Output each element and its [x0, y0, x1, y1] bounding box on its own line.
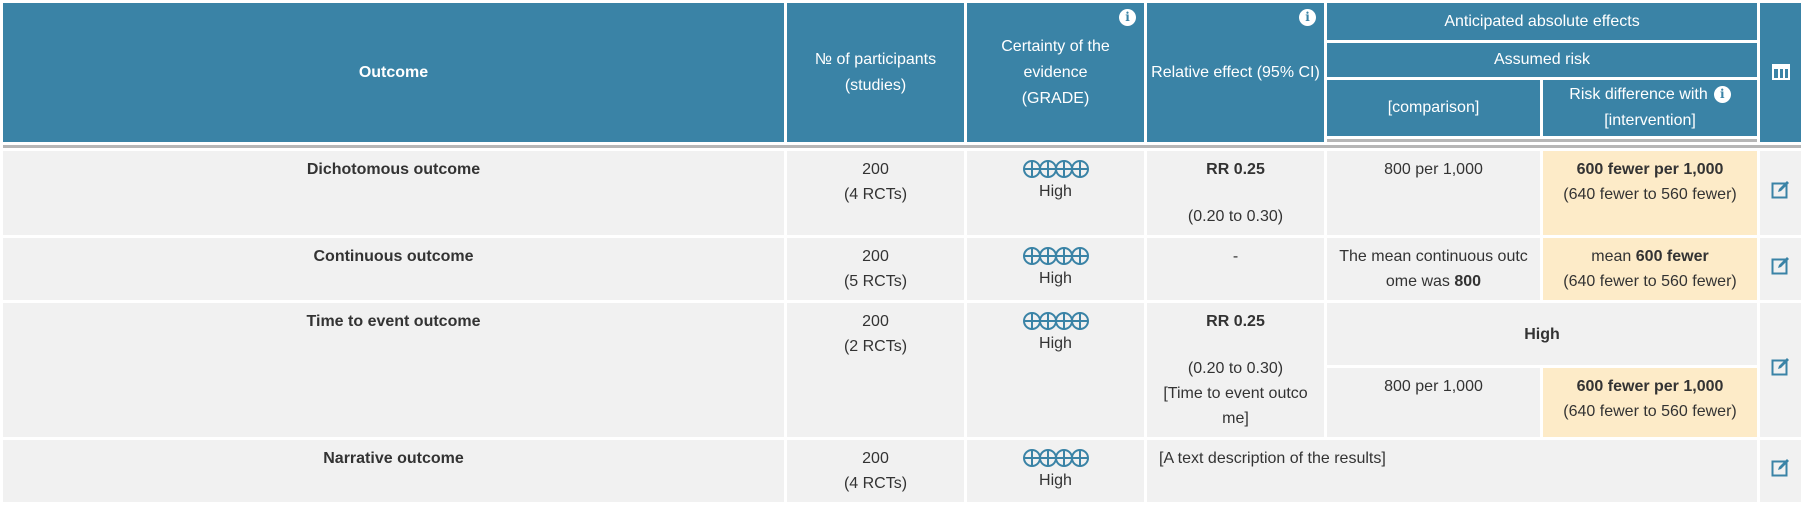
edit-icon	[1771, 257, 1789, 275]
certainty-cell[interactable]: High	[967, 238, 1144, 300]
circled-plus-icon	[1038, 448, 1057, 467]
narrative-cell[interactable]: [A text description of the results]	[1147, 440, 1758, 502]
participants-cell[interactable]: 200 (5 RCTs)	[787, 238, 964, 300]
edit-row-button[interactable]	[1760, 151, 1802, 235]
table-row: Narrative outcome 200 (4 RCTs) High [A t…	[3, 440, 1802, 502]
certainty-rating	[973, 309, 1138, 331]
comparison-cell[interactable]: The mean continuous outc ome was 800	[1327, 238, 1540, 300]
header-comparison[interactable]: [comparison]	[1327, 80, 1540, 136]
risk-difference-cell[interactable]: 600 fewer per 1,000 (640 fewer to 560 fe…	[1543, 368, 1758, 437]
participants-cell[interactable]: 200 (2 RCTs)	[787, 303, 964, 437]
table-row: Time to event outcome 200 (2 RCTs) High …	[3, 303, 1802, 437]
relative-effect-cell[interactable]: RR 0.25 (0.20 to 0.30)	[1147, 151, 1324, 235]
certainty-cell[interactable]: High	[967, 151, 1144, 235]
certainty-rating	[973, 244, 1138, 266]
circled-plus-icon	[1070, 448, 1089, 467]
outcome-name[interactable]: Continuous outcome	[3, 238, 784, 300]
circled-plus-icon	[1070, 246, 1089, 265]
outcome-name[interactable]: Narrative outcome	[3, 440, 784, 502]
certainty-rating	[973, 446, 1138, 468]
circled-plus-icon	[1070, 311, 1089, 330]
circled-plus-icon	[1070, 159, 1089, 178]
edit-icon	[1771, 459, 1789, 477]
outcome-name[interactable]: Time to event outcome	[3, 303, 784, 437]
table-columns-icon	[1771, 64, 1790, 81]
certainty-rating	[973, 157, 1138, 179]
relative-effect-cell[interactable]: -	[1147, 238, 1324, 300]
info-icon[interactable]: i	[1713, 86, 1731, 103]
header-risk-difference[interactable]: Risk difference with i [intervention]	[1543, 80, 1758, 136]
table-row: Continuous outcome 200 (5 RCTs) High - T…	[3, 238, 1802, 300]
participants-cell[interactable]: 200 (4 RCTs)	[787, 151, 964, 235]
circled-plus-icon	[1038, 246, 1057, 265]
comparison-cell[interactable]: 800 per 1,000	[1327, 151, 1540, 235]
edit-row-button[interactable]	[1760, 303, 1802, 437]
risk-label-cell[interactable]: High	[1327, 303, 1758, 366]
info-icon[interactable]: i	[1299, 9, 1316, 26]
circled-plus-icon	[1022, 159, 1041, 178]
circled-plus-icon	[1022, 448, 1041, 467]
circled-plus-icon	[1054, 311, 1073, 330]
edit-row-button[interactable]	[1760, 440, 1802, 502]
relative-effect-cell[interactable]: RR 0.25 (0.20 to 0.30) [Time to event ou…	[1147, 303, 1324, 437]
outcome-name[interactable]: Dichotomous outcome	[3, 151, 784, 235]
header-outcome[interactable]: Outcome	[3, 3, 784, 142]
circled-plus-icon	[1022, 246, 1041, 265]
header-assumed-risk: Assumed risk	[1327, 43, 1758, 77]
table-row: Dichotomous outcome 200 (4 RCTs) High RR…	[3, 151, 1802, 235]
participants-cell[interactable]: 200 (4 RCTs)	[787, 440, 964, 502]
edit-icon	[1771, 358, 1789, 376]
circled-plus-icon	[1038, 311, 1057, 330]
header-certainty[interactable]: i Certainty of the evidence (GRADE)	[967, 3, 1144, 142]
header-divider	[1327, 139, 1758, 142]
comparison-cell[interactable]: 800 per 1,000	[1327, 368, 1540, 437]
edit-icon	[1771, 181, 1789, 199]
risk-difference-cell[interactable]: 600 fewer per 1,000 (640 fewer to 560 fe…	[1543, 151, 1758, 235]
circled-plus-icon	[1054, 448, 1073, 467]
header-participants[interactable]: № of participants (studies)	[787, 3, 964, 142]
table-row: 800 per 1,000 600 fewer per 1,000 (640 f…	[3, 368, 1801, 437]
circled-plus-icon	[1038, 159, 1057, 178]
edit-row-button[interactable]	[1760, 238, 1802, 300]
header-divider	[3, 145, 1802, 148]
info-icon[interactable]: i	[1119, 9, 1136, 26]
certainty-cell[interactable]: High	[967, 303, 1144, 437]
header-relative-effect[interactable]: i Relative effect (95% CI)	[1147, 3, 1324, 142]
certainty-cell[interactable]: High	[967, 440, 1144, 502]
header-anticipated-effects: Anticipated absolute effects	[1327, 3, 1758, 40]
circled-plus-icon	[1054, 159, 1073, 178]
risk-difference-cell[interactable]: mean 600 fewer (640 fewer to 560 fewer)	[1543, 238, 1758, 300]
circled-plus-icon	[1054, 246, 1073, 265]
columns-toggle-button[interactable]	[1760, 3, 1802, 142]
circled-plus-icon	[1022, 311, 1041, 330]
